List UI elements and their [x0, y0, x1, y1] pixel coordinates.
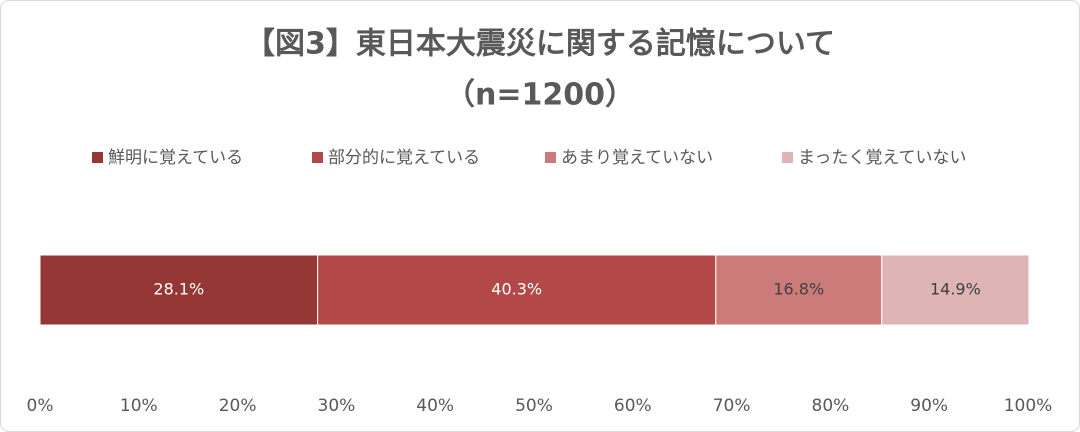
value-label: 28.1%: [153, 280, 204, 299]
value-label: 14.9%: [930, 280, 981, 299]
bar-segment: [715, 254, 883, 326]
x-tick-label: 40%: [416, 396, 454, 416]
x-tick-label: 20%: [219, 396, 257, 416]
x-tick-label: 90%: [910, 396, 948, 416]
x-tick-label: 100%: [1004, 396, 1053, 416]
bar-segment: [317, 254, 717, 326]
x-tick-label: 60%: [614, 396, 652, 416]
x-tick-label: 30%: [318, 396, 356, 416]
chart-title: 【図3】東日本大震災に関する記憶について: [245, 27, 835, 62]
value-label: 16.8%: [773, 280, 824, 299]
legend-label: まったく覚えていない: [798, 148, 966, 168]
x-tick-label: 0%: [27, 396, 54, 416]
legend-label: 部分的に覚えている: [328, 148, 480, 168]
chart-subtitle: （n=1200）: [445, 78, 635, 113]
x-tick-label: 10%: [120, 396, 158, 416]
x-tick-label: 50%: [515, 396, 553, 416]
legend-swatch: [545, 152, 556, 163]
x-tick-label: 80%: [812, 396, 850, 416]
legend-label: 鮮明に覚えている: [108, 148, 243, 168]
bar-segment: [39, 254, 319, 326]
x-tick-label: 70%: [713, 396, 751, 416]
bar-segment: [881, 254, 1030, 326]
legend-label: あまり覚えていない: [561, 148, 713, 168]
legend-swatch: [312, 152, 323, 163]
legend-swatch: [782, 152, 793, 163]
value-label: 40.3%: [491, 280, 542, 299]
legend-swatch: [92, 152, 103, 163]
